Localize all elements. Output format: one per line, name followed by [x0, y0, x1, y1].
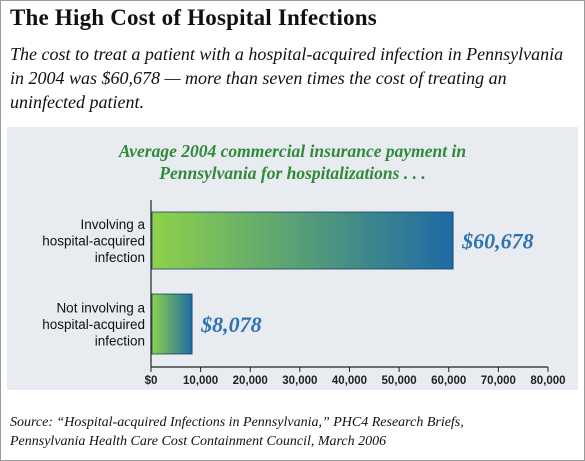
source-line-1: Source: “Hospital-acquired Infections in…: [10, 415, 464, 430]
bar-value-label: $60,678: [461, 229, 534, 254]
x-tick-label: 80,000: [530, 375, 565, 387]
x-tick-label: 20,000: [233, 375, 268, 387]
headline: The High Cost of Hospital Infections: [10, 5, 377, 30]
chart-title-line-1: Average 2004 commercial insurance paymen…: [118, 141, 467, 161]
x-tick-label: 50,000: [382, 375, 417, 387]
source-line-2: Pennsylvania Health Care Cost Containmen…: [10, 434, 387, 449]
category-label: infection: [95, 250, 145, 265]
category-label: infection: [95, 334, 145, 349]
bar-1: [151, 211, 454, 270]
bar-2: [151, 293, 193, 355]
x-tick-label: 60,000: [431, 375, 466, 387]
chart-title: Average 2004 commercial insurance paymen…: [7, 140, 578, 184]
x-tick-label: 40,000: [332, 375, 367, 387]
source-note: Source: “Hospital-acquired Infections in…: [10, 413, 580, 451]
intro-text: The cost to treat a patient with a hospi…: [10, 44, 564, 112]
x-tick-label: 70,000: [481, 375, 516, 387]
chart-title-line-2: Pennsylvania for hospitalizations . . .: [159, 163, 426, 183]
category-label: Involving a: [80, 217, 145, 232]
bar-value-label: $8,078: [200, 312, 262, 337]
category-label: Not involving a: [56, 301, 145, 316]
category-label: hospital-acquired: [42, 317, 145, 332]
x-tick-label: 10,000: [183, 375, 218, 387]
x-tick-label: $0: [145, 375, 158, 387]
x-tick-label: 30,000: [282, 375, 317, 387]
category-label: hospital-acquired: [42, 234, 145, 249]
